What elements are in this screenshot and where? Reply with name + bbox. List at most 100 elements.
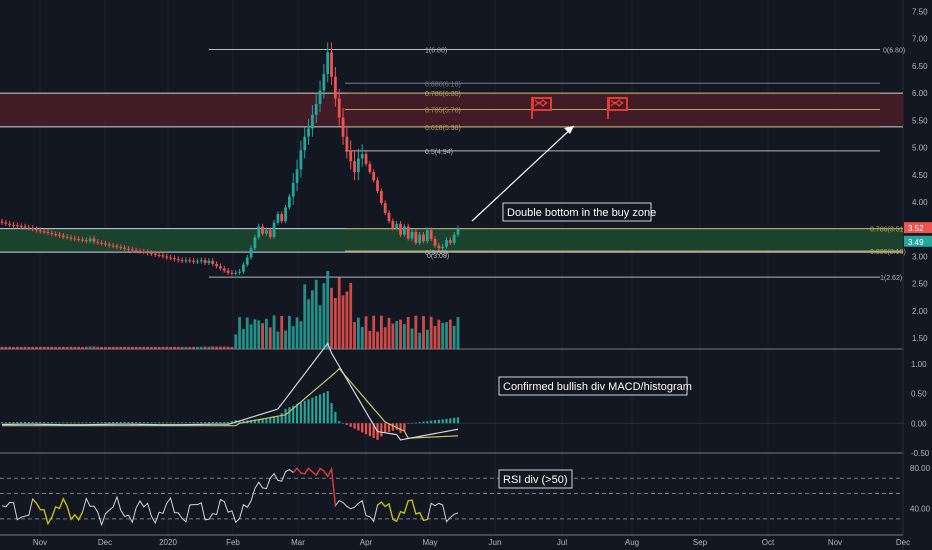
volume-bar	[245, 317, 249, 349]
macd-tick: 0.00	[911, 419, 927, 428]
macd-histogram-bar	[299, 402, 302, 424]
volume-bar	[249, 324, 253, 349]
fib-label-bottom: 0(3.08)	[427, 253, 449, 260]
candle-body	[4, 222, 8, 224]
candle-body	[58, 234, 61, 236]
macd-histogram-bar	[399, 423, 402, 433]
price-tick: 3.00	[912, 252, 928, 261]
fib-label: 0.5(4.94)	[425, 149, 453, 156]
macd-histogram-bar	[173, 422, 176, 424]
macd-histogram-bar	[345, 423, 348, 425]
macd-histogram-bar	[46, 422, 50, 424]
volume-bar	[452, 325, 456, 349]
volume-bar	[456, 317, 460, 349]
x-tick-label: Dec	[98, 538, 112, 547]
candle-body	[376, 180, 379, 192]
candle-body	[414, 231, 418, 243]
volume-bar	[242, 328, 245, 349]
volume-bar	[199, 346, 203, 349]
macd-histogram-bar	[269, 417, 272, 424]
macd-histogram-bar	[119, 421, 122, 424]
volume-bar	[287, 316, 291, 349]
macd-histogram-bar	[418, 422, 421, 424]
annotation-rsi-div-text: RSI div (>50)	[503, 474, 568, 486]
candle-body	[27, 227, 31, 229]
macd-histogram-bar	[437, 419, 440, 424]
macd-histogram-bar	[112, 422, 115, 424]
rsi-oversold-segment	[377, 499, 428, 523]
candle-body	[299, 150, 303, 170]
macd-tick: -0.50	[911, 449, 930, 458]
macd-histogram-bar	[433, 420, 437, 424]
volume-bar	[414, 315, 418, 349]
price-tick: 2.50	[912, 280, 928, 289]
candle-body	[280, 213, 284, 222]
macd-histogram-bar	[192, 422, 195, 424]
price-tick: 4.00	[912, 198, 928, 207]
candle-body	[226, 270, 230, 273]
candle-body	[345, 136, 349, 151]
candle-body	[341, 117, 345, 137]
volume-bar	[161, 346, 165, 349]
macd-histogram-bar	[292, 405, 295, 424]
volume-bar	[280, 315, 284, 349]
macd-histogram-bar	[414, 422, 417, 424]
candle-body	[127, 248, 130, 250]
price-tick: 4.50	[912, 171, 928, 180]
volume-bar	[192, 346, 195, 349]
macd-histogram-bar	[384, 423, 387, 433]
candle-body	[242, 264, 245, 272]
candle-body	[437, 245, 441, 249]
macd-histogram-bar	[0, 422, 4, 424]
volume-bar	[234, 334, 238, 349]
chart-grid	[0, 0, 904, 550]
candle-body	[134, 250, 138, 252]
candle-body	[211, 260, 215, 265]
volume-bar	[84, 346, 88, 349]
candle-body	[107, 244, 111, 246]
macd-histogram-bar	[265, 418, 268, 424]
macd-histogram-bar	[203, 422, 207, 424]
volume-bar	[146, 346, 150, 349]
candle-body	[73, 238, 77, 240]
macd-histogram-bar	[257, 419, 260, 424]
candle-body	[425, 230, 429, 242]
candle-body	[54, 234, 58, 236]
candle-body	[188, 260, 192, 262]
volume-bar	[61, 346, 65, 349]
volume-bar	[406, 316, 410, 349]
annotation-macd-div-text: Confirmed bullish div MACD/histogram	[503, 381, 692, 393]
macd-histogram-bar	[453, 417, 456, 424]
volume-bar	[372, 315, 376, 349]
fib-label: 1(6.80)	[425, 48, 447, 55]
volume-bar	[184, 346, 188, 349]
volume-bar	[261, 323, 264, 349]
volume-bar	[88, 346, 92, 349]
macd-histogram-bar	[395, 423, 398, 430]
macd-histogram-bar	[169, 422, 172, 424]
macd-tick: 1.00	[911, 360, 927, 369]
candle-body	[303, 136, 307, 151]
candle-body	[238, 271, 241, 273]
candle-body	[100, 242, 104, 244]
volume-bar	[73, 346, 77, 349]
macd-histogram-bar	[54, 422, 57, 424]
candle-body	[199, 260, 203, 262]
last-price-label: 3.52	[908, 224, 924, 233]
candle-body	[8, 223, 12, 225]
volume-bar	[142, 346, 146, 349]
macd-histogram-bar	[449, 418, 452, 424]
price-tick: 6.00	[912, 89, 928, 98]
candle-body	[23, 226, 27, 228]
macd-histogram-bar	[315, 396, 318, 424]
macd-histogram-bar	[100, 422, 103, 424]
volume-bar	[433, 326, 437, 349]
macd-histogram-bar	[158, 422, 161, 424]
candle-body	[418, 234, 422, 243]
volume-bar	[46, 346, 50, 349]
red-flag-1-cloth	[532, 97, 552, 111]
volume-bar	[330, 287, 333, 349]
ref-price-badge	[904, 235, 932, 247]
macd-histogram-bar	[261, 418, 264, 424]
